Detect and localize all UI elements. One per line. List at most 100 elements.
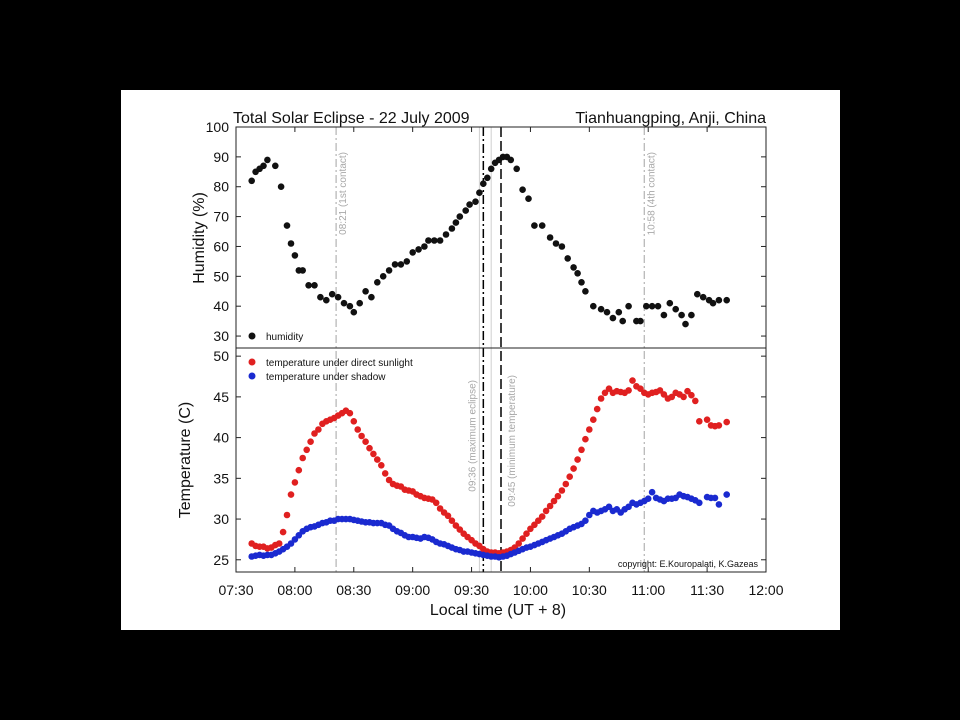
sunlight-temperature-point [358, 432, 365, 440]
humidity-point [291, 252, 299, 259]
humidity-point [507, 156, 515, 164]
sunlight-temperature-point [601, 389, 609, 397]
sunlight-temperature-point [715, 422, 723, 429]
humidity-ytick-label: 100 [206, 119, 230, 135]
xtick-label: 08:30 [336, 582, 371, 598]
sunlight-temperature-point [287, 491, 295, 498]
humidity-legend-label: humidity [266, 332, 303, 343]
sunlight-temperature-point [432, 499, 440, 507]
sunlight-temperature-point [354, 426, 362, 433]
sunlight-temperature-point [696, 418, 703, 425]
temperature-plot-frame [235, 347, 767, 573]
xtick-label: 07:30 [218, 582, 253, 598]
humidity-point [409, 249, 417, 256]
shadow-temperature-point [586, 511, 593, 519]
sunlight-temperature-point [546, 502, 554, 510]
event-label: 10:58 (4th contact) [646, 152, 657, 235]
sunlight-temperature-point [299, 454, 307, 462]
sunlight-temperature-point [566, 473, 573, 481]
temperature-ytick-label: 50 [213, 348, 229, 364]
sunlight-temperature-point [637, 385, 644, 393]
x-axis-label: Local time (UT + 8) [430, 602, 566, 619]
xtick-label: 11:30 [690, 582, 724, 598]
humidity-point [287, 240, 295, 247]
humidity-point [476, 189, 483, 196]
humidity-point [625, 302, 632, 310]
humidity-point [660, 311, 668, 319]
humidity-point [362, 288, 369, 295]
humidity-point [619, 317, 626, 325]
humidity-point [648, 302, 656, 310]
sunlight-temperature-point [723, 418, 730, 426]
humidity-point [334, 293, 342, 301]
humidity-point [487, 165, 495, 173]
humidity-point [264, 156, 271, 164]
humidity-axis-label: Humidity (%) [191, 192, 208, 284]
sunlight-temperature-point [629, 377, 636, 384]
shadow-temperature-point [696, 499, 703, 507]
humidity-point [709, 299, 717, 307]
temperature-ytick-label: 40 [213, 430, 229, 446]
sunlight-temperature-point [515, 540, 522, 547]
humidity-point [356, 299, 364, 307]
humidity-legend-marker [248, 332, 256, 340]
humidity-point [415, 246, 422, 253]
data-points [248, 153, 730, 561]
humidity-legend: humidity [248, 332, 303, 343]
humidity-point [379, 273, 387, 280]
humidity-point [403, 258, 411, 265]
humidity-point [462, 207, 470, 214]
humidity-ytick-label: 50 [213, 268, 229, 284]
humidity-point [323, 296, 330, 304]
humidity-point [694, 290, 701, 298]
chart-title: Total Solar Eclipse - 22 July 2009 [233, 110, 470, 127]
humidity-point [452, 219, 460, 226]
humidity-point [456, 213, 464, 220]
humidity-point [723, 296, 730, 304]
shadow-legend-label: temperature under shadow [266, 372, 386, 383]
sunlight-temperature-point [554, 492, 562, 500]
xtick-label: 10:00 [513, 582, 548, 598]
humidity-point [317, 293, 324, 301]
sunlight-temperature-point [346, 409, 354, 417]
humidity-ytick-label: 90 [213, 149, 229, 165]
humidity-point [609, 314, 617, 322]
humidity-point [311, 282, 318, 289]
sunlight-temperature-point [570, 465, 577, 472]
humidity-point [472, 198, 479, 205]
shadow-temperature-point [711, 494, 719, 502]
temperature-ytick-label: 35 [213, 470, 229, 486]
shadow-temperature-point [582, 517, 589, 524]
sunlight-temperature-point [574, 456, 581, 463]
location-title: Tianhuangping, Anji, China [575, 110, 766, 127]
shadow-temperature-point [644, 495, 652, 503]
humidity-point [603, 308, 611, 316]
sunlight-temperature-point [295, 466, 303, 474]
humidity-point [615, 308, 623, 316]
sunlight-temperature-point [374, 456, 381, 463]
sunlight-temperature-point [550, 497, 558, 505]
humidity-point [590, 302, 597, 310]
sunlight-temperature-point [562, 480, 570, 488]
humidity-point [574, 270, 581, 277]
humidity-point [299, 267, 307, 274]
temperature-axis-label: Temperature (C) [177, 402, 194, 518]
humidity-point [513, 165, 520, 173]
sunlight-temperature-point [535, 517, 542, 524]
humidity-point [305, 282, 312, 289]
humidity-point [484, 174, 491, 182]
humidity-point [425, 237, 432, 244]
humidity-point [578, 279, 585, 286]
humidity-point [672, 305, 679, 313]
humidity-point [538, 222, 546, 229]
shadow-temperature-point [723, 491, 730, 498]
shadow-temperature-point [291, 536, 299, 543]
sunlight-temperature-point [523, 530, 530, 537]
humidity-point [643, 302, 650, 310]
sunlight-temperature-point [558, 487, 566, 494]
shadow-temperature-point [605, 503, 613, 511]
humidity-point [678, 311, 685, 319]
sunlight-temperature-point [283, 511, 291, 519]
shadow-temperature-point [287, 540, 295, 547]
